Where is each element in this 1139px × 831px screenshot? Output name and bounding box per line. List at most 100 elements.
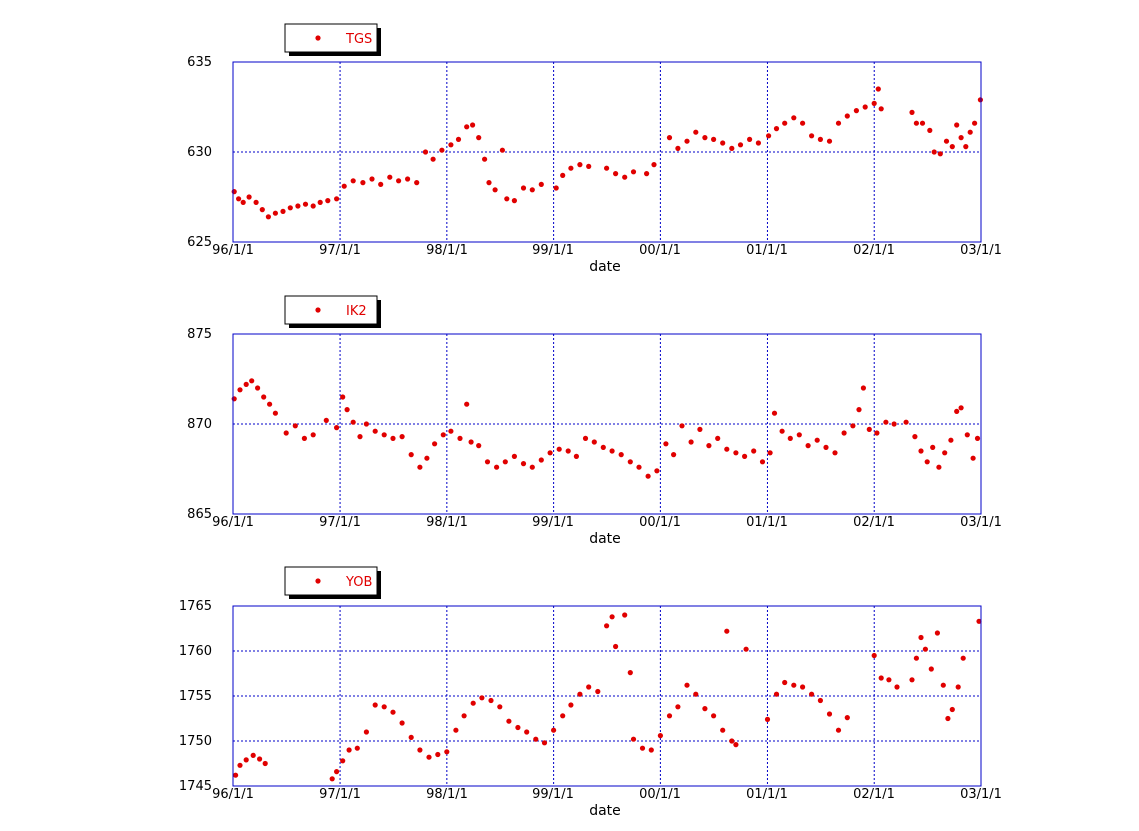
- data-point: [958, 135, 964, 141]
- data-point: [751, 448, 757, 454]
- data-point: [622, 174, 628, 180]
- plot-area-frame: [232, 605, 982, 787]
- data-point: [440, 432, 446, 438]
- data-point: [654, 468, 660, 474]
- data-point: [499, 147, 505, 153]
- data-point: [618, 452, 624, 458]
- data-point: [613, 643, 619, 650]
- data-point: [729, 145, 735, 151]
- data-point: [497, 704, 503, 710]
- data-point: [350, 178, 356, 184]
- x-tick-labels: 96/1/1 97/1/1 98/1/1 99/1/1 00/1/1 01/1/…: [212, 243, 1002, 258]
- legend-box: [284, 566, 378, 596]
- data-point: [287, 205, 293, 211]
- y-tick-label: 1765: [179, 599, 212, 614]
- data-point: [334, 425, 340, 431]
- data-point: [764, 716, 771, 723]
- x-tick-labels: 96/1/1 97/1/1 98/1/1 99/1/1 00/1/1 01/1/…: [212, 515, 1002, 530]
- data-point: [909, 109, 915, 115]
- data-point: [949, 144, 955, 150]
- x-tick-label: 01/1/1: [746, 243, 788, 258]
- data-point: [630, 169, 637, 175]
- data-point: [883, 419, 889, 425]
- data-point: [470, 700, 476, 706]
- x-tick-label: 00/1/1: [639, 787, 681, 802]
- data-point: [399, 434, 405, 440]
- data-point: [627, 459, 633, 465]
- data-point: [918, 448, 924, 454]
- data-point: [800, 684, 806, 690]
- data-point: [755, 140, 762, 146]
- legend-box: [284, 295, 378, 325]
- data-point: [520, 461, 527, 467]
- data-point: [663, 441, 669, 447]
- x-tick-label: 01/1/1: [746, 787, 788, 802]
- data-point: [706, 443, 712, 449]
- data-point: [937, 151, 943, 157]
- data-point: [930, 444, 936, 450]
- legend-marker: [315, 578, 321, 584]
- data-point: [967, 129, 973, 135]
- data-point: [586, 163, 592, 169]
- data-point: [866, 426, 872, 432]
- data-point: [787, 435, 793, 441]
- data-point: [381, 432, 387, 438]
- x-tick-label: 97/1/1: [319, 787, 361, 802]
- x-tick-label: 96/1/1: [212, 787, 254, 802]
- legend-tgs: TGS: [284, 23, 381, 56]
- data-point: [903, 419, 909, 425]
- data-point: [817, 697, 824, 704]
- data-point: [912, 434, 918, 440]
- data-point: [886, 677, 892, 683]
- y-tick-label: 630: [187, 145, 212, 160]
- data-point: [405, 176, 411, 182]
- data-point: [486, 180, 492, 186]
- data-point: [771, 410, 778, 416]
- data-point: [280, 208, 286, 214]
- data-point: [693, 129, 699, 135]
- data-point: [875, 86, 881, 92]
- data-point: [565, 448, 571, 454]
- data-point: [457, 435, 463, 441]
- data-point: [390, 709, 396, 715]
- data-point: [972, 120, 978, 126]
- y-tick-label: 625: [187, 235, 212, 250]
- data-point: [255, 385, 261, 391]
- chart-tgs: TGS 625 630 635 96/1/1 97/1/1 98/1/1 99/…: [187, 23, 1002, 275]
- data-point: [791, 115, 797, 121]
- data-point: [272, 410, 278, 416]
- data-point: [862, 104, 868, 110]
- data-point: [782, 679, 788, 686]
- data-point: [711, 136, 717, 142]
- data-point: [657, 733, 664, 739]
- y-tick-label: 1755: [179, 689, 212, 704]
- data-point: [805, 443, 811, 449]
- data-point: [272, 210, 278, 216]
- data-point: [844, 113, 850, 119]
- data-point: [853, 108, 860, 114]
- data-point: [341, 183, 347, 189]
- data-point: [494, 464, 500, 470]
- data-point: [243, 757, 249, 763]
- data-point: [340, 394, 346, 400]
- x-tick-label: 03/1/1: [960, 515, 1002, 530]
- y-tick-labels: 625 630 635: [187, 55, 212, 250]
- data-point: [484, 459, 491, 465]
- data-point: [743, 646, 749, 652]
- data-point: [476, 443, 482, 449]
- x-tick-label: 99/1/1: [532, 787, 574, 802]
- data-point: [560, 172, 566, 178]
- data-point: [448, 428, 454, 434]
- data-point: [357, 434, 363, 440]
- data-point: [630, 736, 637, 742]
- data-point: [609, 448, 615, 454]
- plot-area-frame: [232, 333, 982, 515]
- data-point: [936, 464, 942, 470]
- data-point: [439, 147, 445, 153]
- x-axis-label: date: [589, 531, 621, 547]
- data-point: [954, 408, 960, 414]
- y-tick-label: 1745: [179, 779, 212, 794]
- data-point: [329, 776, 335, 782]
- data-point: [878, 675, 884, 681]
- data-point: [511, 198, 517, 204]
